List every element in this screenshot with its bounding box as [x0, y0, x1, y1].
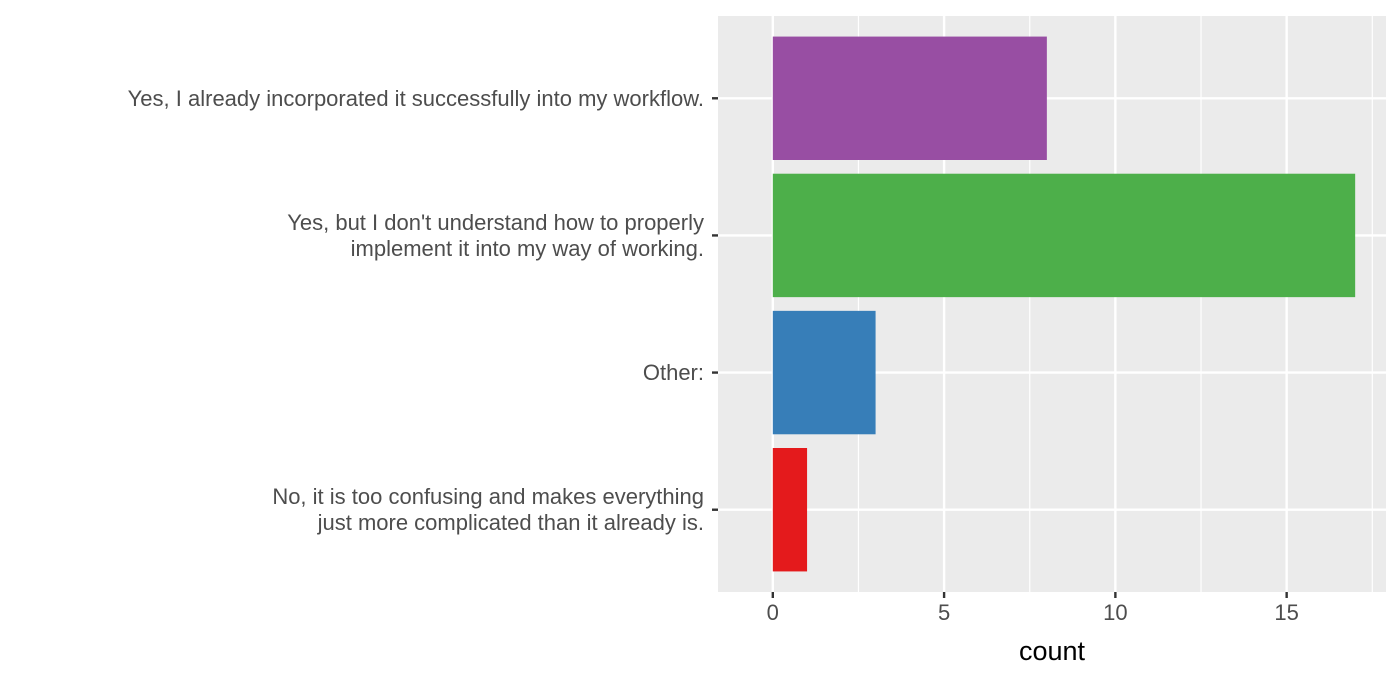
y-tick-label: just more complicated than it already is… — [317, 510, 704, 535]
bar — [772, 36, 1047, 161]
x-axis: 0 5 10 15 — [767, 592, 1299, 625]
bar — [772, 448, 808, 572]
x-axis-title: count — [1019, 636, 1086, 666]
x-tick-label: 10 — [1103, 600, 1127, 625]
y-tick-label: No, it is too confusing and makes everyt… — [272, 484, 704, 509]
x-tick-label: 5 — [938, 600, 950, 625]
x-tick-label: 15 — [1274, 600, 1298, 625]
bar — [772, 310, 876, 435]
y-tick-label: Yes, but I don't understand how to prope… — [287, 210, 704, 235]
bars — [772, 36, 1356, 572]
y-tick-label: implement it into my way of working. — [351, 236, 704, 261]
y-tick-label: Other: — [643, 360, 704, 385]
y-axis: Yes, I already incorporated it successfu… — [128, 86, 718, 535]
y-tick-label: Yes, I already incorporated it successfu… — [128, 86, 704, 111]
bar — [772, 173, 1356, 298]
x-tick-label: 0 — [767, 600, 779, 625]
